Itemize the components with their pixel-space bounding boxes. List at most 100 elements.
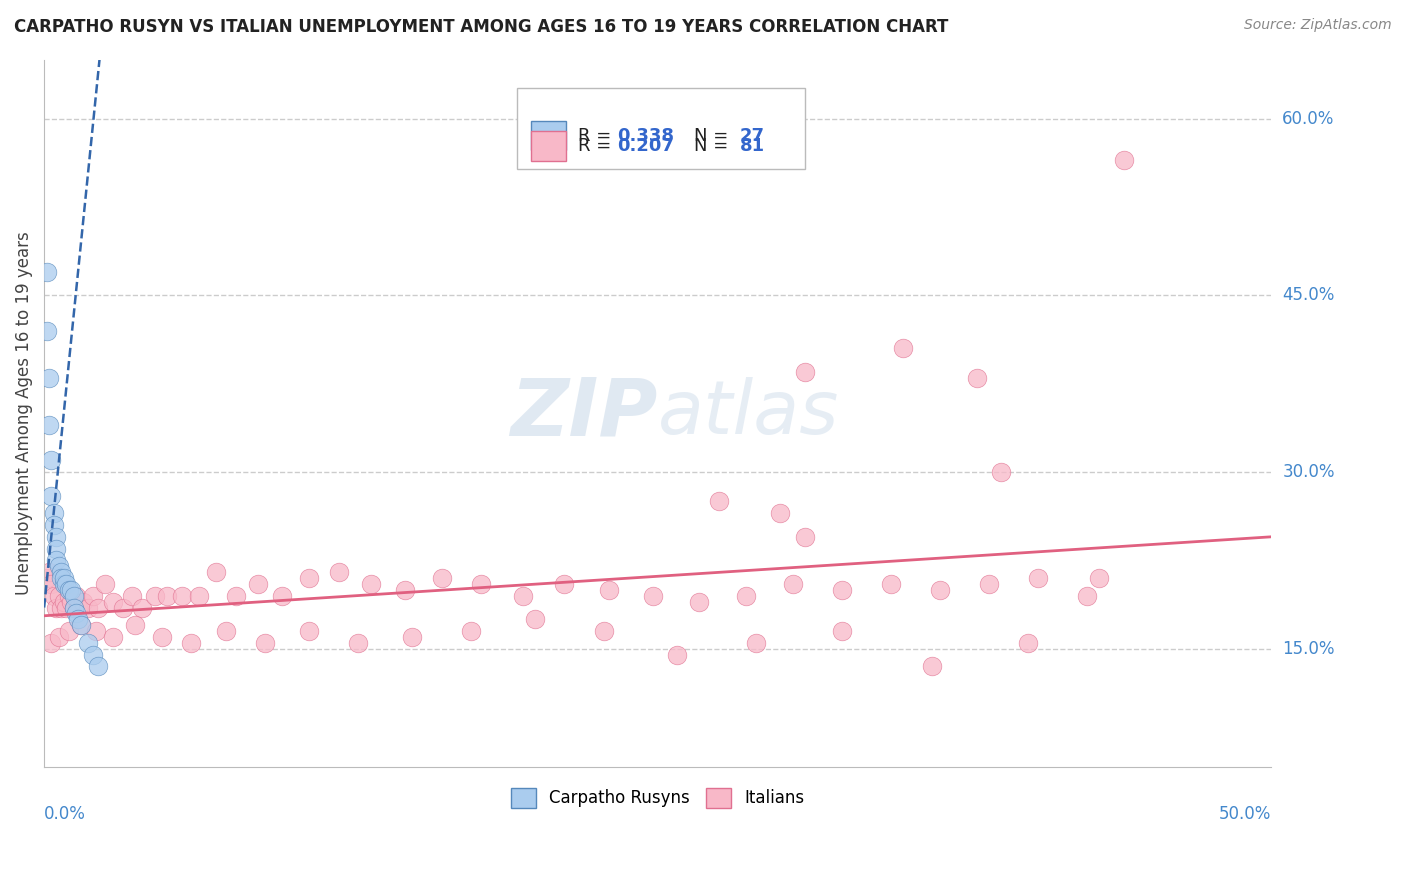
Point	[58, 624, 80, 638]
Point	[347, 636, 370, 650]
Point	[101, 630, 124, 644]
Point	[553, 577, 575, 591]
Point	[592, 624, 614, 638]
Point	[111, 600, 134, 615]
Text: 0.338: 0.338	[617, 127, 673, 145]
Point	[35, 571, 58, 585]
Point	[72, 594, 94, 608]
Text: 30.0%: 30.0%	[1282, 463, 1334, 481]
Point	[45, 553, 67, 567]
Point	[394, 582, 416, 597]
Point	[1076, 589, 1098, 603]
Point	[94, 577, 117, 591]
Point	[598, 582, 620, 597]
Point	[41, 489, 63, 503]
Point	[782, 577, 804, 591]
Point	[121, 589, 143, 603]
Point	[1026, 571, 1049, 585]
Y-axis label: Unemployment Among Ages 16 to 19 years: Unemployment Among Ages 16 to 19 years	[15, 231, 32, 595]
Point	[360, 577, 382, 591]
Text: Source: ZipAtlas.com: Source: ZipAtlas.com	[1244, 18, 1392, 32]
FancyBboxPatch shape	[516, 88, 804, 169]
Text: 45.0%: 45.0%	[1282, 286, 1334, 304]
Point	[62, 600, 84, 615]
Point	[48, 630, 70, 644]
Point	[891, 341, 914, 355]
Point	[246, 577, 269, 591]
Point	[60, 582, 83, 597]
Text: R =: R =	[578, 136, 617, 155]
Point	[55, 577, 77, 591]
Point	[143, 589, 166, 603]
Text: R =: R =	[578, 127, 617, 145]
Point	[38, 417, 60, 432]
Point	[51, 571, 73, 585]
Point	[880, 577, 903, 591]
Point	[205, 565, 228, 579]
Point	[298, 571, 321, 585]
Point	[51, 565, 73, 579]
Text: 27: 27	[740, 127, 765, 145]
Point	[48, 589, 70, 603]
Point	[45, 600, 67, 615]
Point	[58, 589, 80, 603]
Point	[187, 589, 209, 603]
Point	[41, 577, 63, 591]
Text: N =: N =	[695, 136, 734, 155]
Point	[928, 582, 950, 597]
Point	[42, 506, 65, 520]
Point	[131, 600, 153, 615]
Point	[707, 494, 730, 508]
Point	[45, 541, 67, 556]
Point	[101, 594, 124, 608]
Point	[1088, 571, 1111, 585]
Point	[966, 370, 988, 384]
Point	[65, 607, 87, 621]
Point	[77, 636, 100, 650]
Text: 81: 81	[740, 136, 765, 155]
Point	[298, 624, 321, 638]
Point	[51, 600, 73, 615]
Point	[271, 589, 294, 603]
Point	[460, 624, 482, 638]
Point	[48, 559, 70, 574]
Point	[769, 506, 792, 520]
Point	[70, 618, 93, 632]
Point	[67, 600, 90, 615]
Text: ZIP: ZIP	[510, 374, 658, 452]
Point	[84, 624, 107, 638]
Point	[58, 582, 80, 597]
Point	[180, 636, 202, 650]
Point	[921, 659, 943, 673]
Point	[35, 324, 58, 338]
Point	[77, 600, 100, 615]
Text: atlas: atlas	[658, 377, 839, 449]
Point	[41, 453, 63, 467]
Point	[38, 370, 60, 384]
Point	[745, 636, 768, 650]
FancyBboxPatch shape	[531, 120, 565, 151]
Point	[87, 659, 110, 673]
Point	[150, 630, 173, 644]
Point	[666, 648, 689, 662]
Text: 15.0%: 15.0%	[1282, 640, 1334, 657]
Point	[470, 577, 492, 591]
Point	[793, 530, 815, 544]
Point	[977, 577, 1000, 591]
Text: CARPATHO RUSYN VS ITALIAN UNEMPLOYMENT AMONG AGES 16 TO 19 YEARS CORRELATION CHA: CARPATHO RUSYN VS ITALIAN UNEMPLOYMENT A…	[14, 18, 949, 36]
Point	[253, 636, 276, 650]
Point	[62, 589, 84, 603]
Point	[70, 618, 93, 632]
Point	[831, 582, 853, 597]
Text: 0.207: 0.207	[617, 136, 673, 155]
Point	[55, 600, 77, 615]
Point	[35, 265, 58, 279]
Point	[52, 571, 75, 585]
Point	[60, 594, 83, 608]
Point	[87, 600, 110, 615]
Point	[735, 589, 758, 603]
FancyBboxPatch shape	[531, 131, 565, 161]
Point	[41, 636, 63, 650]
Point	[512, 589, 534, 603]
Point	[688, 594, 710, 608]
